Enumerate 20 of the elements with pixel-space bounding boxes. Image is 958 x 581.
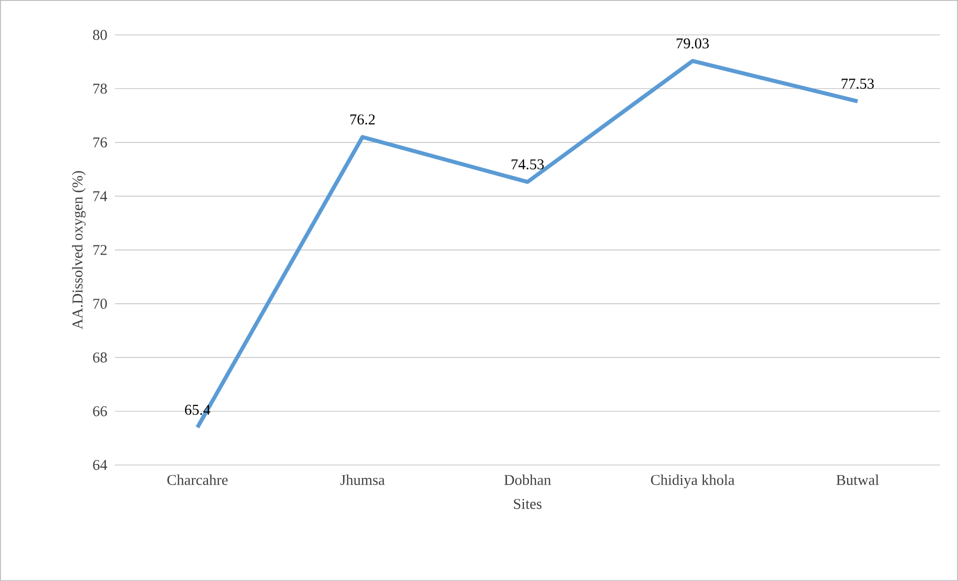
y-tick-label: 80 — [93, 30, 107, 40]
y-tick-label: 74 — [93, 191, 108, 202]
x-axis-title: Sites — [514, 498, 542, 510]
y-tick-label: 64 — [93, 460, 108, 470]
y-axis-title: AA.Dissolved oxygen (%) — [72, 171, 86, 330]
x-tick-label: Chidiya khola — [651, 474, 734, 488]
y-tick-label: 72 — [93, 245, 107, 255]
x-tick-label: Dobhan — [504, 474, 551, 486]
y-tick-label: 70 — [93, 298, 107, 309]
data-label: 74.53 — [512, 159, 544, 170]
y-tick-label: 66 — [93, 406, 107, 416]
y-tick-label: 68 — [93, 352, 107, 363]
data-label: 76.2 — [350, 114, 375, 125]
x-tick-label: Jhumsa — [340, 474, 385, 486]
y-tick-label: 78 — [93, 84, 107, 94]
x-tick-label: Butwal — [836, 474, 879, 486]
data-label: 77.53 — [842, 78, 874, 89]
y-tick-label: 76 — [93, 137, 107, 148]
data-label: 79.03 — [676, 38, 709, 49]
x-tick-label: Charcahre — [167, 474, 228, 486]
